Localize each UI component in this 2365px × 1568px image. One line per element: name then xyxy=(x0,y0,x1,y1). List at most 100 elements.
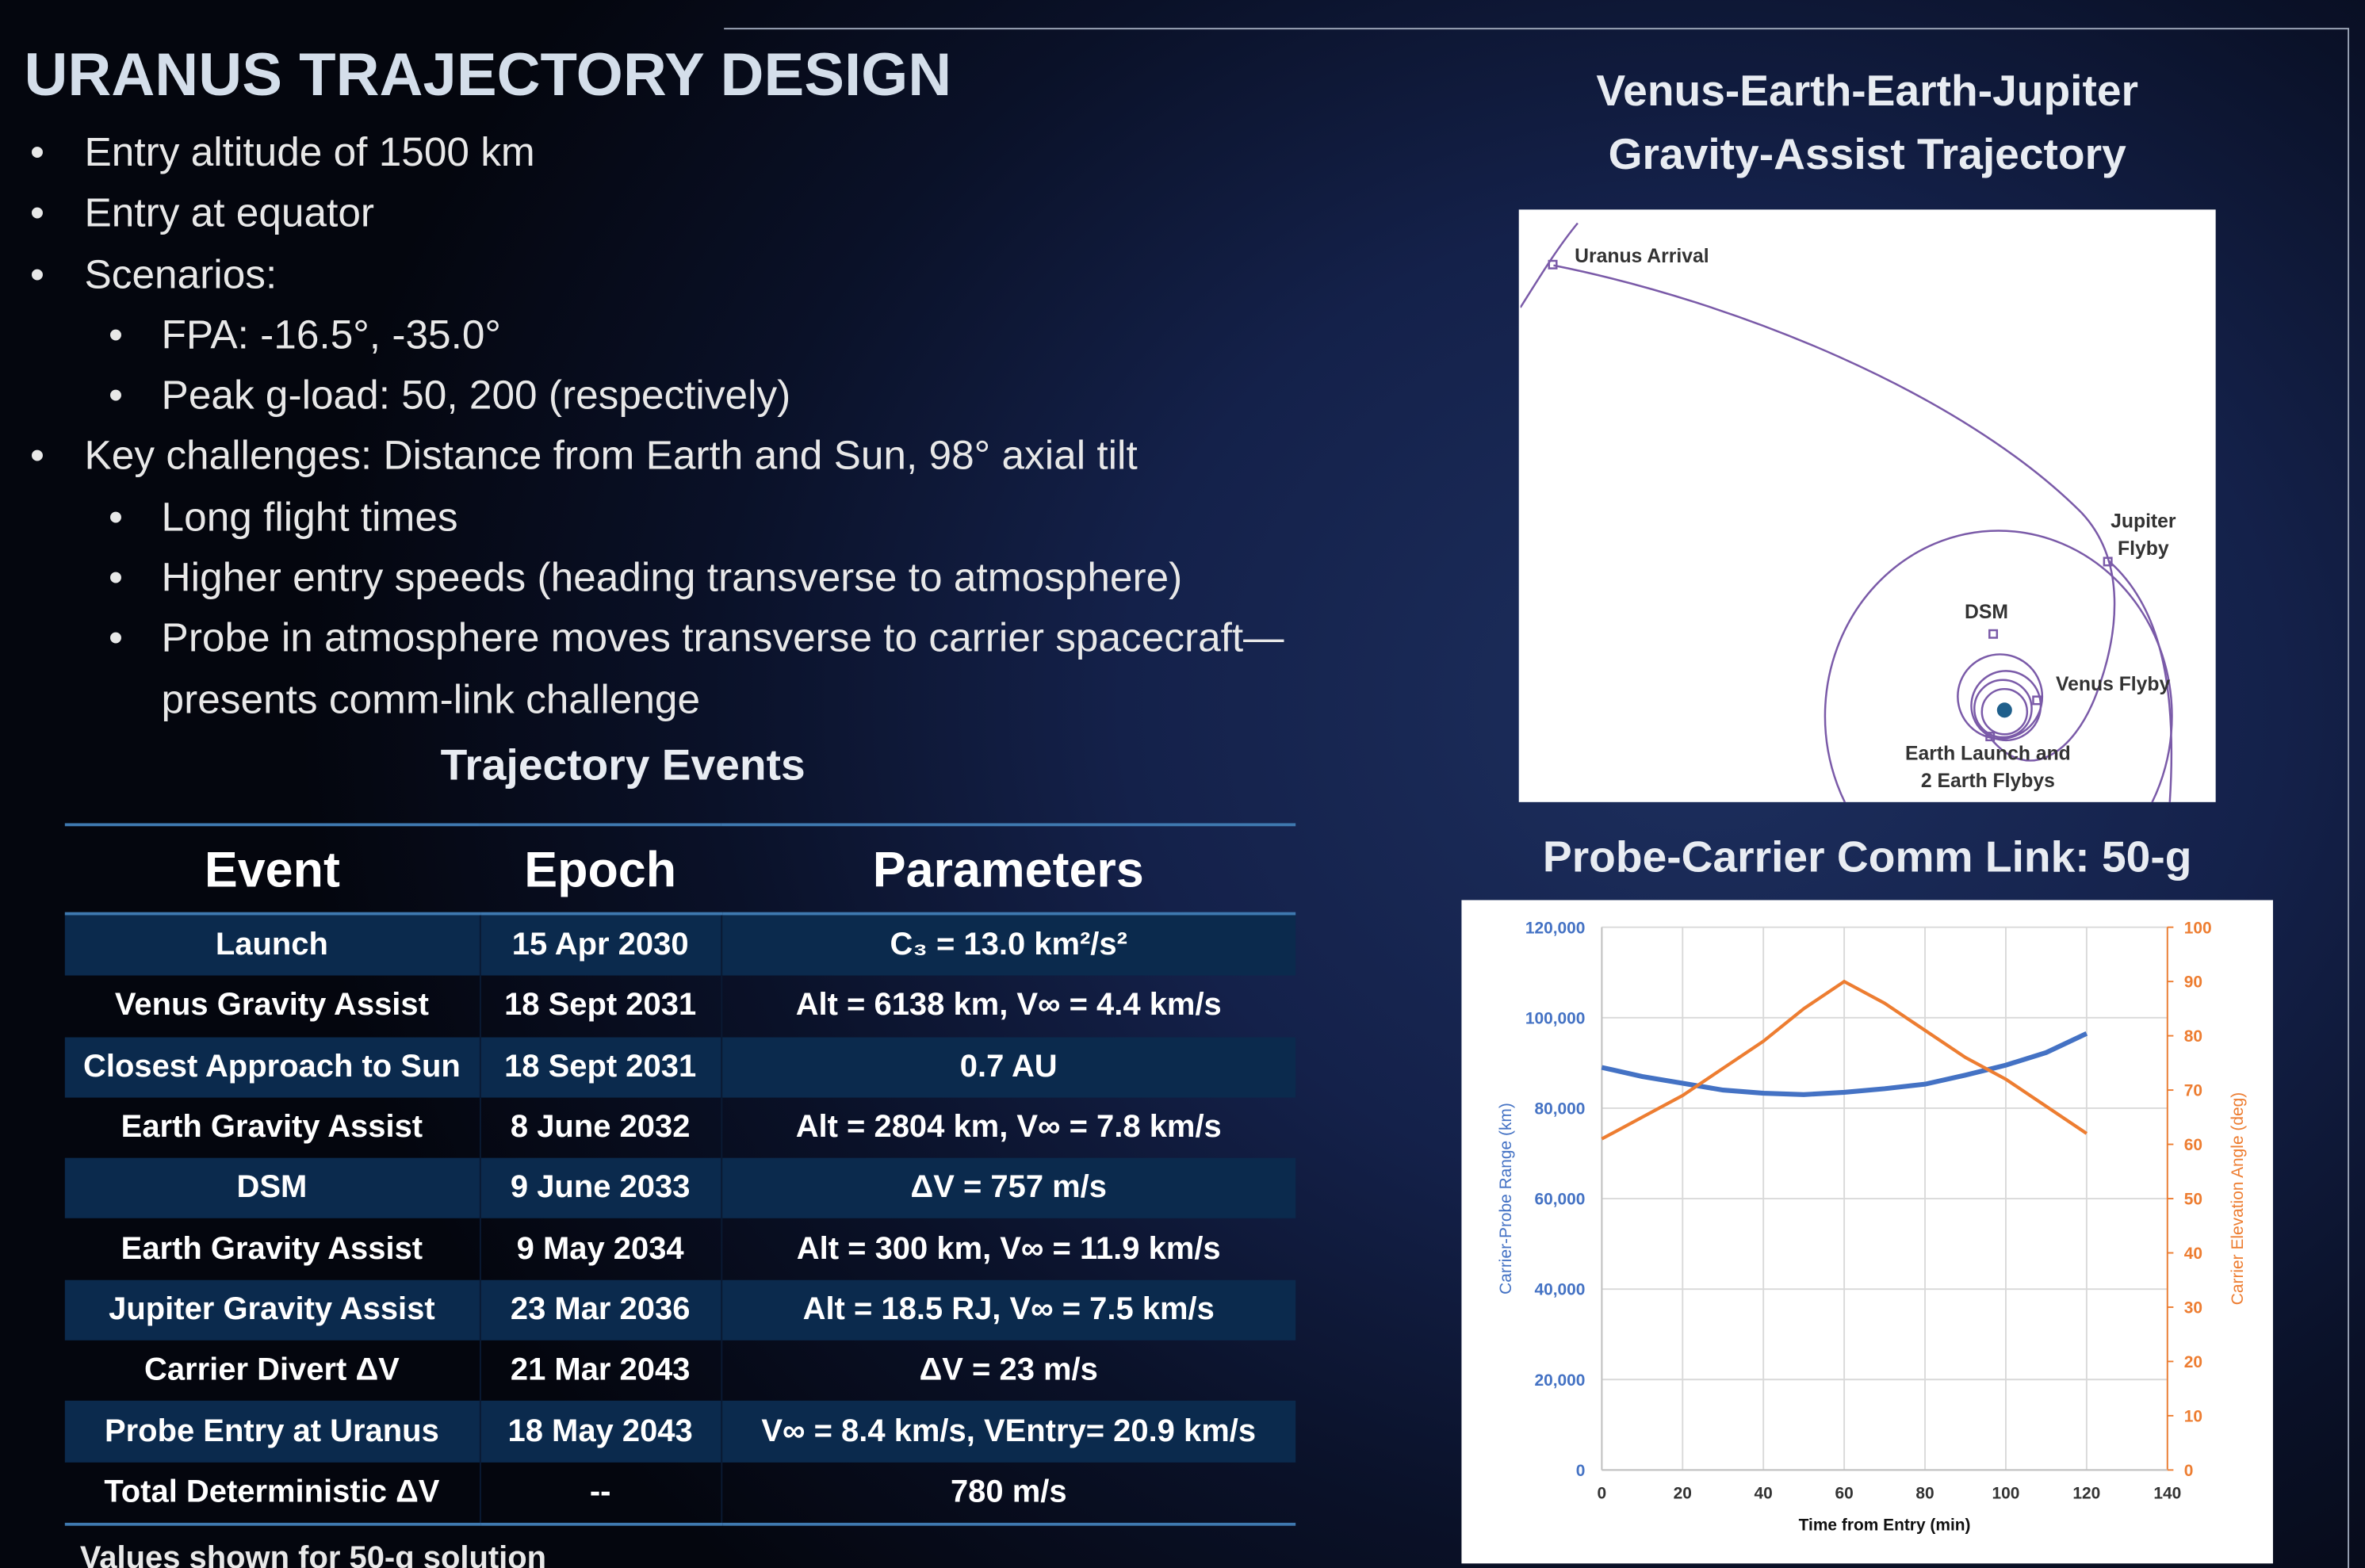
trajectory-label: Earth Launch and xyxy=(1905,744,2071,765)
path xyxy=(1957,653,2044,740)
x-tick-label: 40 xyxy=(1755,1485,1773,1503)
table-title: Trajectory Events xyxy=(440,741,806,790)
bullet-text: FPA: -16.5°, -35.0° xyxy=(161,312,501,358)
table-cell: Alt = 6138 km, V∞ = 4.4 km/s xyxy=(720,976,1296,1037)
bullet-dot: • xyxy=(30,433,45,479)
marker xyxy=(1988,629,1999,639)
y-axis-label: Carrier-Probe Range (km) xyxy=(1497,1103,1515,1295)
bullet-text: Higher entry speeds (heading transverse … xyxy=(161,555,1183,601)
bullet: • Entry at equator xyxy=(0,183,1307,244)
table-note: Values shown for 50-g solution xyxy=(79,1540,547,1568)
events-table: Event Epoch Parameters Launch 15 Apr 2030 C₃… xyxy=(64,823,1296,1526)
bullet-text: Key challenges: Distance from Earth and … xyxy=(84,433,1138,479)
table-cell: Carrier Divert ΔV xyxy=(144,1352,400,1388)
table-row: Venus Gravity Assist 18 Sept 2031 Alt = 61… xyxy=(65,976,1296,1037)
bullet-list: • Entry altitude of 1500 km • Entry at equa… xyxy=(0,122,1307,729)
marker xyxy=(2103,556,2113,567)
table-cell: DSM xyxy=(64,1158,480,1219)
bullet-text: Long flight times xyxy=(161,494,458,540)
chart-panel xyxy=(1461,900,2273,1564)
x-tick-label: 60 xyxy=(1835,1485,1853,1503)
bullet-text: Scenarios: xyxy=(84,250,277,296)
table-cell: Jupiter Gravity Assist xyxy=(64,1279,480,1340)
chart: 0 20,000 40,000 60,000 80,000 100,000 120,000 0… xyxy=(1497,919,2247,1534)
table-cell: Alt = 2804 km, V∞ = 7.8 km/s xyxy=(720,1097,1296,1159)
y-tick-label: 120,000 xyxy=(1525,919,1586,937)
y-tick-label: 60,000 xyxy=(1534,1191,1585,1209)
trajectory-panel xyxy=(1518,209,2216,802)
table-row: Earth Gravity Assist 8 June 2032 Alt = 280… xyxy=(65,1097,1296,1159)
table-row: Probe Entry at Uranus 18 May 2043 V∞ = 8.4… xyxy=(64,1401,1296,1463)
y2-tick-label: 60 xyxy=(2184,1136,2202,1154)
y2-tick-label: 100 xyxy=(2184,919,2212,937)
table-row: Carrier Divert ΔV 21 Mar 2043 ΔV = 23 m/s xyxy=(65,1340,1296,1402)
table-cell: 21 Mar 2043 xyxy=(479,1340,721,1402)
column-header: Parameters xyxy=(721,823,1296,916)
x-tick-label: 0 xyxy=(1598,1485,1607,1503)
header-row: Event Epoch Parameters xyxy=(64,823,1296,916)
table-row: DSM 9 June 2033 ΔV = 757 m/s xyxy=(64,1158,1296,1219)
sub-bullet: • FPA: -16.5°, -35.0° xyxy=(0,304,1307,365)
x-tick-label: 100 xyxy=(1992,1485,2019,1503)
sub-bullet: • Higher entry speeds (heading transverse… xyxy=(0,548,1307,609)
sub-bullet: • Probe in atmosphere moves transverse to… xyxy=(0,608,1307,729)
bullet-dot: • xyxy=(30,250,45,296)
trajectory-label: DSM xyxy=(1965,602,2008,623)
trajectory-label: Jupiter xyxy=(2111,511,2176,533)
table-row: Total Deterministic ΔV -- 780 m/s xyxy=(64,1462,1296,1526)
y2-tick-label: 50 xyxy=(2184,1191,2202,1209)
bullet: • Entry altitude of 1500 km xyxy=(0,122,1307,183)
y2-tick-label: 40 xyxy=(2184,1245,2202,1263)
column-header: Epoch xyxy=(479,823,721,916)
marker xyxy=(1548,259,1558,270)
frame-line xyxy=(724,28,2350,1568)
sub-bullet: • Long flight times xyxy=(0,487,1307,548)
bullet-text: Entry altitude of 1500 km xyxy=(84,129,535,175)
path xyxy=(1970,670,2042,742)
trajectory-labels: Uranus Arrival Jupiter Flyby DSM Venus Flyby… xyxy=(1575,246,2176,792)
bullet-text: Probe in atmosphere moves transverse to … xyxy=(161,615,1284,722)
y-tick-label: 20,000 xyxy=(1534,1371,1585,1390)
path xyxy=(1980,687,2029,736)
y2-tick-label: 30 xyxy=(2184,1299,2202,1318)
bullet: • Key challenges: Distance from Earth and… xyxy=(0,426,1307,487)
x-tick-label: 120 xyxy=(2072,1485,2100,1503)
table-row: Closest Approach to Sun 18 Sept 2031 0.7 A… xyxy=(64,1036,1296,1098)
bullet-dot: • xyxy=(108,555,123,601)
table-cell: ΔV = 23 m/s xyxy=(720,1340,1296,1402)
y-tick-label: 100,000 xyxy=(1525,1009,1586,1027)
table-cell: Venus Gravity Assist xyxy=(114,988,429,1023)
column-header: Event xyxy=(64,823,480,916)
table-row: Earth Gravity Assist 9 May 2034 Alt = 300 … xyxy=(65,1218,1296,1280)
bullet-dot: • xyxy=(30,190,45,236)
y2-tick-label: 80 xyxy=(2184,1027,2202,1046)
table-cell: Earth Gravity Assist xyxy=(121,1231,423,1266)
bullet-dot: • xyxy=(108,494,123,540)
trajectory-title: Venus-Earth-Earth-Jupiter Gravity-Assist… xyxy=(1566,60,2169,187)
table-cell: 8 June 2032 xyxy=(479,1097,721,1159)
bullet: • Scenarios: xyxy=(0,243,1307,304)
y-tick-label: 40,000 xyxy=(1534,1281,1585,1299)
x-tick-label: 20 xyxy=(1674,1485,1692,1503)
sub-bullet: • Peak g-load: 50, 200 (respectively) xyxy=(0,365,1307,426)
trajectory-label: Flyby xyxy=(2118,538,2169,560)
bullet-text: Peak g-load: 50, 200 (respectively) xyxy=(161,373,791,419)
series-line xyxy=(1601,1031,2088,1097)
y2-tick-label: 90 xyxy=(2184,973,2202,992)
path xyxy=(1973,679,2033,739)
y-tick-label: 0 xyxy=(1576,1462,1586,1480)
x-tick-label: 80 xyxy=(1915,1485,1934,1503)
trajectory-paths xyxy=(1520,222,2173,802)
sun xyxy=(1996,702,2012,718)
title-line: Gravity-Assist Trajectory xyxy=(1608,131,2126,180)
table-cell: 15 Apr 2030 xyxy=(479,913,721,977)
bullet-dot: • xyxy=(108,373,123,419)
table-cell: 9 May 2034 xyxy=(479,1218,721,1280)
y-tick-label: 80,000 xyxy=(1534,1100,1585,1119)
path xyxy=(2107,560,2173,802)
bullet-text: Entry at equator xyxy=(84,190,375,236)
path xyxy=(1823,530,2173,802)
table-cell: 0.7 AU xyxy=(720,1036,1296,1098)
